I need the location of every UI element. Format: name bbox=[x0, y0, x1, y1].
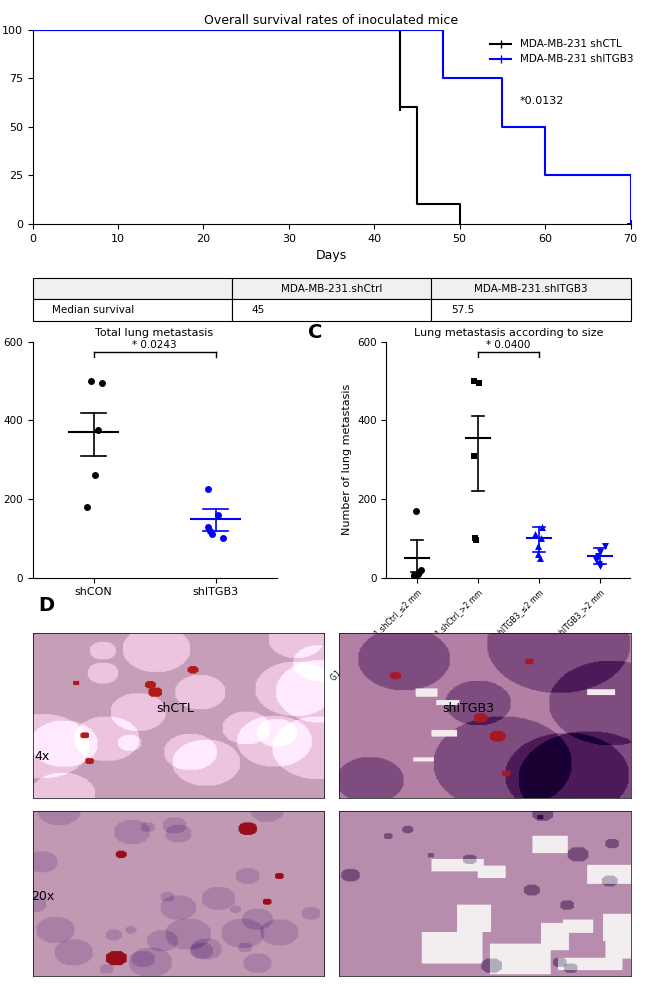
Point bbox=[203, 481, 213, 497]
Point bbox=[82, 499, 92, 515]
Point bbox=[595, 544, 606, 560]
Text: * 0.0400: * 0.0400 bbox=[486, 341, 530, 351]
Point bbox=[599, 538, 610, 554]
Text: *0.0132: *0.0132 bbox=[519, 96, 564, 106]
Point bbox=[595, 558, 605, 574]
Legend: MDA-MB-231 shCTL, MDA-MB-231 shITGB3: MDA-MB-231 shCTL, MDA-MB-231 shITGB3 bbox=[486, 35, 637, 69]
Point bbox=[213, 507, 223, 523]
MDA-MB-231 shCTL bbox=[396, 24, 404, 36]
Point bbox=[86, 374, 96, 389]
Y-axis label: Number of lung metastasis: Number of lung metastasis bbox=[341, 384, 352, 536]
Text: shCTL: shCTL bbox=[157, 702, 194, 715]
MDA-MB-231 shCTL bbox=[413, 198, 421, 210]
MDA-MB-231 shITGB3 bbox=[627, 169, 634, 181]
X-axis label: Days: Days bbox=[316, 249, 347, 262]
Point bbox=[470, 531, 480, 547]
Point bbox=[408, 568, 419, 584]
MDA-MB-231 shITGB3 bbox=[541, 169, 549, 181]
Text: * 0.0243: * 0.0243 bbox=[132, 341, 177, 351]
Point bbox=[469, 374, 480, 389]
Point bbox=[207, 527, 217, 543]
Point bbox=[536, 531, 547, 547]
Text: shITGB3: shITGB3 bbox=[442, 702, 494, 715]
Point bbox=[416, 562, 426, 578]
Point bbox=[474, 375, 484, 391]
MDA-MB-231 shITGB3 bbox=[439, 73, 447, 85]
Point bbox=[97, 375, 107, 391]
Text: D: D bbox=[38, 596, 55, 615]
MDA-MB-231 shITGB3 bbox=[627, 218, 634, 230]
Point bbox=[532, 538, 543, 554]
Point bbox=[413, 566, 423, 582]
Point bbox=[537, 519, 547, 535]
Title: Total lung metastasis: Total lung metastasis bbox=[96, 328, 214, 339]
MDA-MB-231 shITGB3 bbox=[541, 121, 549, 132]
MDA-MB-231 shITGB3 bbox=[439, 24, 447, 36]
Point bbox=[408, 567, 419, 583]
Point bbox=[535, 550, 545, 566]
Text: C: C bbox=[308, 323, 322, 342]
Point bbox=[217, 531, 228, 547]
Line: MDA-MB-231 shCTL: MDA-MB-231 shCTL bbox=[32, 30, 460, 224]
Line: MDA-MB-231 shITGB3: MDA-MB-231 shITGB3 bbox=[32, 30, 630, 224]
Point bbox=[593, 548, 603, 564]
MDA-MB-231 shITGB3 bbox=[29, 24, 36, 36]
Point bbox=[93, 422, 103, 438]
Point bbox=[532, 546, 543, 562]
MDA-MB-231 shCTL bbox=[456, 218, 463, 230]
Point bbox=[414, 564, 424, 580]
Title: Overall survival rates of inoculated mice: Overall survival rates of inoculated mic… bbox=[205, 14, 458, 27]
MDA-MB-231 shITGB3 bbox=[499, 73, 506, 85]
Point bbox=[411, 503, 421, 519]
MDA-MB-231 shCTL bbox=[413, 102, 421, 114]
Point bbox=[203, 519, 214, 535]
Point bbox=[469, 448, 480, 464]
MDA-MB-231 shCTL bbox=[396, 102, 404, 114]
Point bbox=[205, 523, 216, 539]
Point bbox=[471, 533, 482, 549]
Point bbox=[591, 552, 601, 568]
MDA-MB-231 shITGB3 bbox=[499, 121, 506, 132]
Point bbox=[90, 467, 101, 483]
Point bbox=[594, 556, 604, 572]
Point bbox=[530, 527, 540, 543]
Text: 4x: 4x bbox=[34, 750, 50, 764]
MDA-MB-231 shCTL bbox=[29, 24, 36, 36]
Text: 20x: 20x bbox=[31, 889, 54, 903]
Title: Lung metastasis according to size: Lung metastasis according to size bbox=[413, 328, 603, 339]
MDA-MB-231 shCTL bbox=[456, 198, 463, 210]
